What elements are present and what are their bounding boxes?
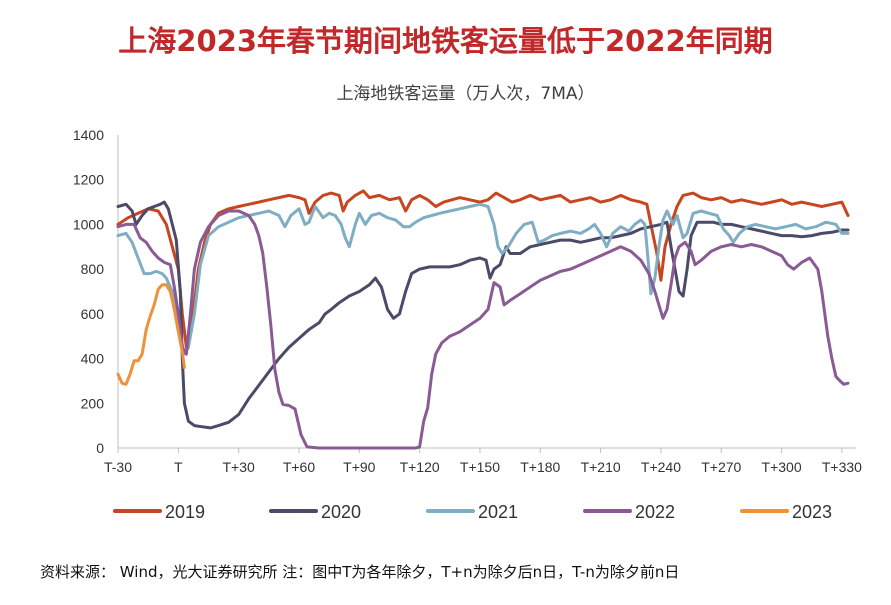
x-tick-label: T+30 <box>222 459 255 475</box>
y-tick-label: 200 <box>81 395 105 411</box>
series-line-2020 <box>116 200 850 430</box>
x-tick-label: T+240 <box>641 459 681 475</box>
series-line-2021 <box>116 202 850 356</box>
legend-label-2021: 2021 <box>478 502 518 522</box>
series-line-2019 <box>116 189 850 349</box>
legend-label-2019: 2019 <box>165 502 205 522</box>
source-note: 资料来源： Wind，光大证券研究所 注：图中T为各年除夕，T+n为除夕后n日，… <box>40 563 680 581</box>
line-chart: 0 200 400 600 800 1000 1200 1400 T-30 T T+30 T+60 T+… <box>73 127 862 522</box>
series-line-2023 <box>116 283 186 386</box>
x-tick-label: T+180 <box>520 459 560 475</box>
x-tick-label: T-30 <box>104 459 132 475</box>
y-tick-label: 800 <box>81 261 105 277</box>
x-tick-label: T+210 <box>581 459 621 475</box>
series-line-2022 <box>116 209 850 450</box>
x-tick-label: T <box>174 459 183 475</box>
y-tick-label: 0 <box>96 440 104 456</box>
legend-label-2023: 2023 <box>792 502 832 522</box>
legend-label-2020: 2020 <box>321 502 361 522</box>
legend-label-2022: 2022 <box>635 502 675 522</box>
x-tick-label: T+330 <box>822 459 862 475</box>
x-tick-label: T+270 <box>701 459 741 475</box>
x-tick-label: T+300 <box>762 459 802 475</box>
y-tick-label: 400 <box>81 351 105 367</box>
y-tick-label: 600 <box>81 306 105 322</box>
x-tick-label: T+150 <box>460 459 500 475</box>
x-tick-label: T+60 <box>283 459 316 475</box>
y-tick-label: 1400 <box>73 127 104 143</box>
x-tick-label: T+120 <box>400 459 440 475</box>
y-tick-label: 1200 <box>73 172 104 188</box>
y-tick-label: 1000 <box>73 216 104 232</box>
chart-title: 上海2023年春节期间地铁客运量低于2022年同期 <box>118 24 773 58</box>
chart-subtitle: 上海地铁客运量（万人次，7MA） <box>336 84 595 104</box>
x-tick-label: T+90 <box>343 459 376 475</box>
